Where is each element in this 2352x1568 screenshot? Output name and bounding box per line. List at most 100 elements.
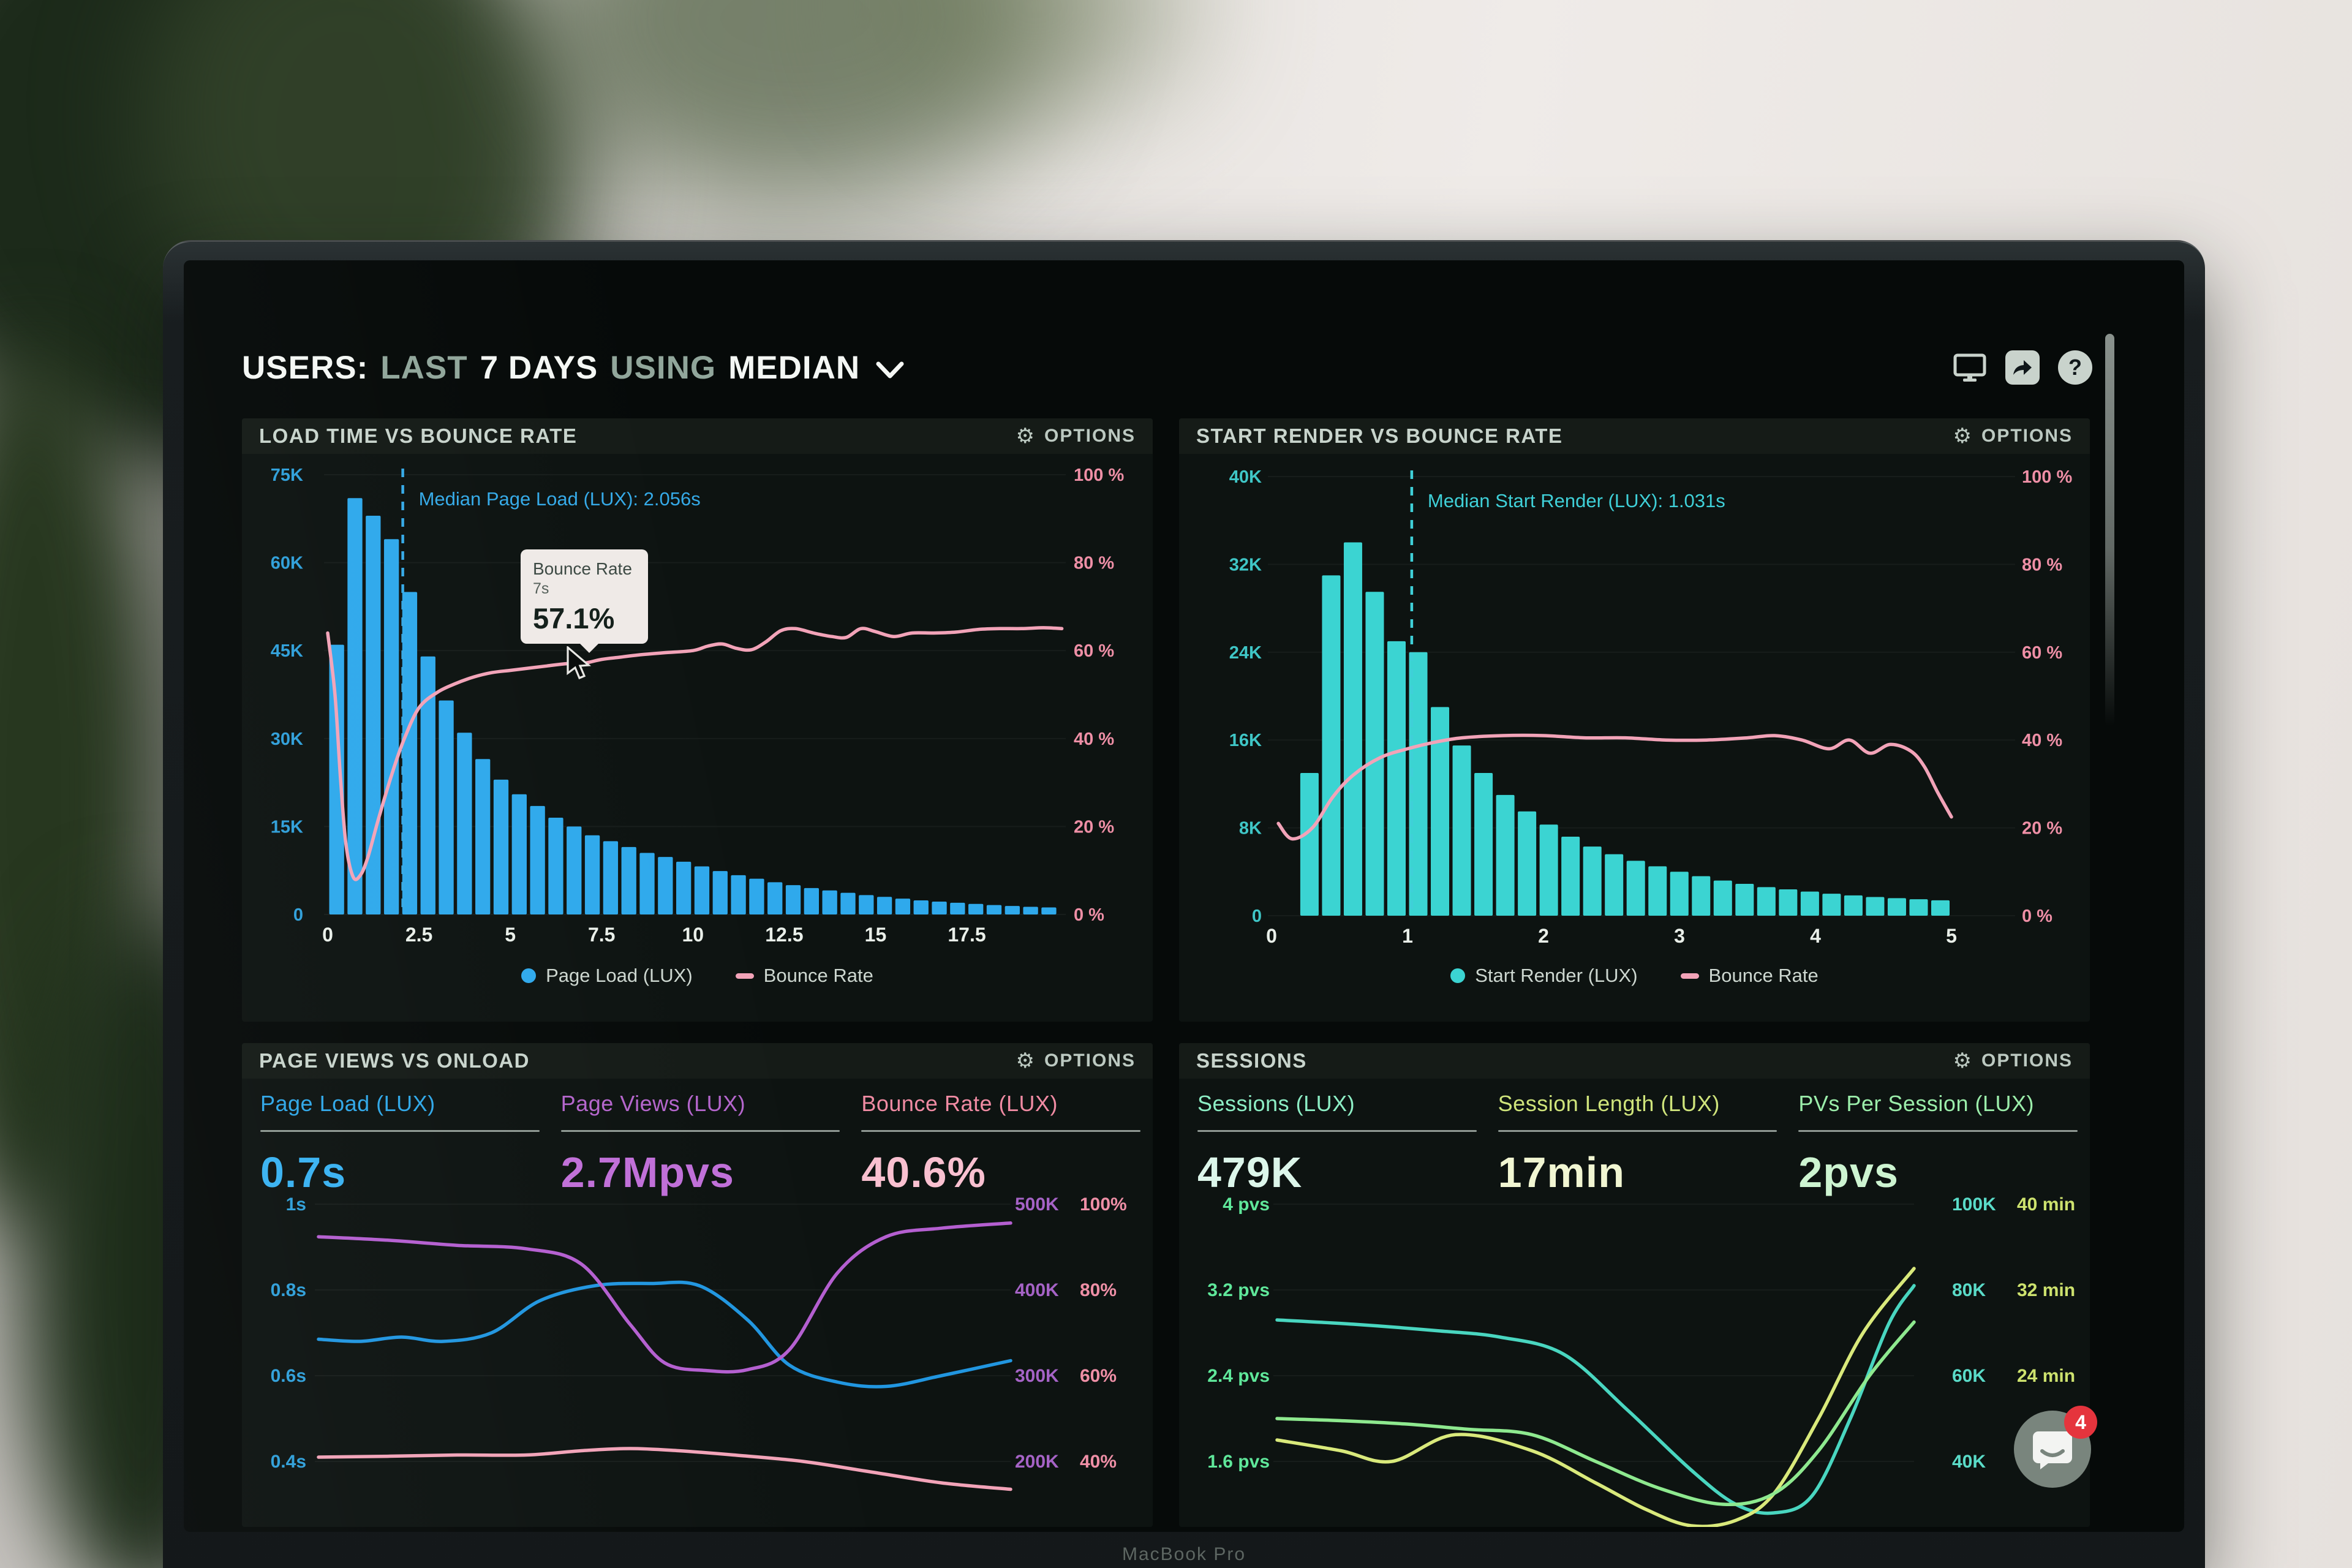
panel-title: START RENDER VS BOUNCE RATE xyxy=(1196,424,1563,447)
bounce-rate-tooltip: Bounce Rate 7s 57.1% xyxy=(521,549,648,653)
svg-text:5: 5 xyxy=(1946,925,1957,944)
svg-text:3.2 pvs: 3.2 pvs xyxy=(1207,1280,1270,1300)
scrollbar[interactable] xyxy=(2105,334,2114,726)
axis-right: 100 % 80 % 60 % 40 % 20 % 0 % xyxy=(1074,466,1124,925)
svg-text:8K: 8K xyxy=(1239,819,1262,839)
svg-text:Median Start Render (LUX): 1.0: Median Start Render (LUX): 1.031s xyxy=(1428,490,1725,511)
svg-text:16K: 16K xyxy=(1229,731,1262,750)
load-time-histogram-chart[interactable]: 75K 60K 45K 30K 15K 0 100 % 80 % 60 % 40 % 20 % 0 %… xyxy=(242,454,1153,944)
panel-page-views-vs-onload: PAGE VIEWS VS ONLOAD ⚙ OPTIONS Page Load… xyxy=(242,1043,1153,1527)
svg-text:80 %: 80 % xyxy=(2022,555,2062,575)
svg-text:80K: 80K xyxy=(1952,1280,1986,1300)
start-render-histogram-chart[interactable]: 40K 32K 24K 16K 8K 0 100 % 80 % 60 % 40 % 20 % 0 % 0… xyxy=(1179,454,2090,944)
sessions-line-chart[interactable]: 4 pvs 3.2 pvs 2.4 pvs 1.6 pvs 100K 80K 60K 40K 4… xyxy=(1179,1196,2090,1527)
svg-text:12.5: 12.5 xyxy=(765,924,803,944)
laptop-brand-text: MacBook Pro xyxy=(1121,1544,1246,1564)
svg-text:2.5: 2.5 xyxy=(405,924,432,944)
legend-item: Page Load (LUX) xyxy=(521,965,693,987)
metric-underline xyxy=(1197,1130,1477,1132)
series-line xyxy=(317,1280,1012,1389)
dashboard-header: USERS: LAST 7 DAYS USING MEDIAN xyxy=(242,341,2092,394)
svg-text:0: 0 xyxy=(293,905,303,925)
series-line xyxy=(1275,1284,1916,1515)
tooltip-series: Bounce Rate xyxy=(533,559,632,578)
bars-series[interactable] xyxy=(329,498,1057,914)
chat-bubble-icon xyxy=(2033,1431,2072,1469)
svg-text:1: 1 xyxy=(1402,925,1413,944)
metric-underline xyxy=(861,1130,1141,1132)
chat-unread-badge: 4 xyxy=(2064,1406,2097,1439)
svg-text:15: 15 xyxy=(865,924,887,944)
options-button[interactable]: ⚙ OPTIONS xyxy=(1016,424,1136,448)
axis-left: 75K 60K 45K 30K 15K 0 xyxy=(271,466,303,925)
legend-item: Bounce Rate xyxy=(1680,965,1819,987)
series-line xyxy=(1275,1267,1916,1527)
median-line: Median Page Load (LUX): 2.056s xyxy=(401,469,701,914)
svg-text:40 min: 40 min xyxy=(2017,1196,2075,1215)
bounce-rate-line xyxy=(1276,733,1953,841)
svg-text:40K: 40K xyxy=(1229,467,1262,487)
chart-legend: Page Load (LUX) Bounce Rate xyxy=(242,965,1153,987)
legend-item: Bounce Rate xyxy=(735,965,873,987)
svg-text:40 %: 40 % xyxy=(2022,731,2062,750)
options-button[interactable]: ⚙ OPTIONS xyxy=(1953,1049,2073,1072)
svg-text:0.6s: 0.6s xyxy=(271,1366,306,1386)
svg-text:1.6 pvs: 1.6 pvs xyxy=(1207,1452,1270,1472)
median-line: Median Start Render (LUX): 1.031s xyxy=(1410,470,1725,916)
svg-text:3: 3 xyxy=(1674,925,1685,944)
metric-sessions: Sessions (LUX) 479K xyxy=(1197,1091,1477,1197)
users-range-dropdown[interactable]: USERS: LAST 7 DAYS USING MEDIAN xyxy=(242,349,904,386)
metric-page-load: Page Load (LUX) 0.7s xyxy=(260,1091,540,1197)
svg-text:100 %: 100 % xyxy=(1074,466,1124,485)
dashboard-screen: USERS: LAST 7 DAYS USING MEDIAN xyxy=(184,260,2184,1532)
panel-header: SESSIONS ⚙ OPTIONS xyxy=(1179,1043,2090,1079)
axis-right-volume: 500K 400K 300K 200K xyxy=(1015,1196,1059,1472)
panel-load-time-vs-bounce-rate: LOAD TIME VS BOUNCE RATE ⚙ OPTIONS 75K 60… xyxy=(242,418,1153,1022)
svg-text:40K: 40K xyxy=(1952,1452,1986,1472)
svg-text:100K: 100K xyxy=(1952,1196,1996,1215)
svg-text:45K: 45K xyxy=(271,641,303,661)
metric-bounce-rate: Bounce Rate (LUX) 40.6% xyxy=(861,1091,1141,1197)
svg-text:17.5: 17.5 xyxy=(948,924,986,944)
metric-page-views: Page Views (LUX) 2.7Mpvs xyxy=(560,1091,840,1197)
svg-text:32K: 32K xyxy=(1229,555,1262,575)
x-axis: 0 1 2 3 4 5 xyxy=(1266,925,1957,944)
series-line xyxy=(317,1447,1012,1491)
svg-text:60 %: 60 % xyxy=(2022,643,2062,663)
title-segment: USERS: xyxy=(242,349,369,386)
svg-text:60 %: 60 % xyxy=(1074,641,1114,661)
legend-dot-swatch xyxy=(1450,968,1466,983)
title-segment: USING xyxy=(610,349,717,386)
svg-text:80 %: 80 % xyxy=(1074,554,1114,573)
bars-series[interactable] xyxy=(1300,542,1950,916)
axis-right: 100 % 80 % 60 % 40 % 20 % 0 % xyxy=(2022,467,2072,926)
svg-text:0 %: 0 % xyxy=(1074,905,1104,925)
axis-left: 4 pvs 3.2 pvs 2.4 pvs 1.6 pvs xyxy=(1207,1196,1270,1472)
options-button[interactable]: ⚙ OPTIONS xyxy=(1016,1049,1136,1072)
monitor-icon[interactable] xyxy=(1953,350,1987,385)
svg-text:100 %: 100 % xyxy=(2022,467,2072,487)
legend-dash-swatch xyxy=(735,973,754,979)
mouse-cursor-icon xyxy=(567,646,592,680)
header-icon-group: ? xyxy=(1953,350,2092,385)
legend-dot-swatch xyxy=(521,968,537,983)
gear-icon: ⚙ xyxy=(1953,1049,1973,1072)
svg-text:0: 0 xyxy=(1266,925,1277,944)
page-views-line-chart[interactable]: 1s 0.8s 0.6s 0.4s 500K 400K 300K 200K 100% 80% 60%… xyxy=(242,1196,1153,1527)
svg-text:0: 0 xyxy=(322,924,333,944)
axis-right-secondary: 40 min 32 min 24 min xyxy=(2017,1196,2075,1386)
svg-text:0 %: 0 % xyxy=(2022,907,2052,926)
panel-header: PAGE VIEWS VS ONLOAD ⚙ OPTIONS xyxy=(242,1043,1153,1079)
gear-icon: ⚙ xyxy=(1016,1049,1036,1072)
svg-text:4: 4 xyxy=(1810,925,1821,944)
help-icon[interactable]: ? xyxy=(2058,350,2092,385)
panel-header: START RENDER VS BOUNCE RATE ⚙ OPTIONS xyxy=(1179,418,2090,454)
svg-text:60K: 60K xyxy=(271,554,303,573)
options-button[interactable]: ⚙ OPTIONS xyxy=(1953,424,2073,448)
chat-launcher-button[interactable]: 4 xyxy=(2014,1406,2097,1488)
title-segment: 7 DAYS xyxy=(480,349,598,386)
svg-text:30K: 30K xyxy=(271,729,303,749)
gridlines xyxy=(315,1204,1011,1462)
panel-title: SESSIONS xyxy=(1196,1049,1307,1072)
share-icon[interactable] xyxy=(2005,350,2040,385)
